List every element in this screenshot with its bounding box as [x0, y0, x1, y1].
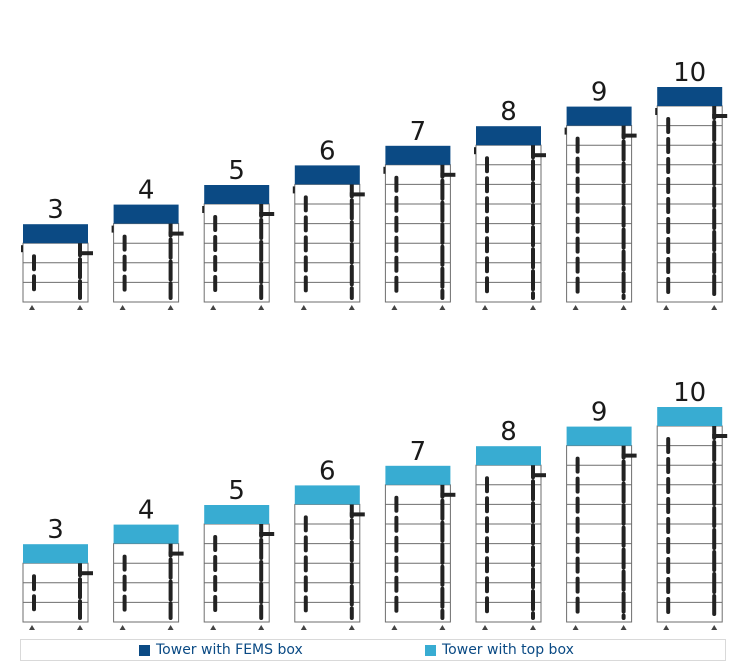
legend: Tower with FEMS box Tower with top box [20, 639, 726, 661]
tower-fems-8: 8 [474, 97, 546, 310]
tower-fems-5: 5 [202, 156, 275, 310]
legend-label-fems: Tower with FEMS box [156, 642, 303, 658]
tower-fems-3: 3 [21, 195, 93, 310]
tower-label: 6 [319, 136, 336, 166]
top-box [294, 485, 360, 505]
tower-foot [29, 625, 35, 630]
tower-foot [620, 305, 627, 310]
top-box [23, 544, 88, 564]
tower-top-8: 8 [475, 417, 546, 630]
legend-swatch-top [425, 644, 436, 656]
tower-label: 9 [591, 78, 608, 108]
tower-foot [348, 305, 355, 310]
top-box [113, 524, 179, 544]
tower-top-10: 10 [656, 378, 728, 630]
tower-foot [711, 305, 718, 310]
tower-foot [439, 625, 446, 630]
tower-foot [258, 625, 265, 630]
tower-foot [663, 305, 670, 310]
tower-foot [167, 625, 174, 630]
tower-foot [258, 305, 265, 310]
fems-box [113, 204, 179, 224]
tower-foot [119, 305, 126, 310]
top-box [204, 505, 270, 524]
tower-label: 5 [228, 156, 245, 186]
tower-foot [348, 625, 355, 630]
tower-label: 9 [591, 398, 608, 428]
tower-label: 10 [673, 58, 706, 88]
tower-label: 3 [47, 195, 64, 225]
tower-foot [210, 625, 217, 630]
tower-foot [300, 625, 307, 630]
tower-foot [572, 625, 579, 630]
tower-foot [77, 305, 83, 310]
tower-label: 4 [138, 176, 155, 206]
tower-frame [22, 242, 89, 303]
fems-box [566, 106, 632, 126]
tower-foot [530, 625, 536, 630]
fems-box [23, 224, 88, 244]
legend-swatch-fems [139, 644, 150, 656]
fems-box [385, 145, 451, 165]
tower-label: 10 [673, 378, 706, 408]
tower-frame [22, 562, 89, 623]
tower-label: 8 [500, 97, 517, 127]
top-box [385, 465, 451, 485]
fems-box [294, 165, 360, 185]
tower-foot [530, 305, 536, 310]
tower-foot [77, 625, 83, 630]
tower-foot [711, 625, 718, 630]
tower-foot [663, 625, 670, 630]
tower-foot [300, 305, 307, 310]
tower-foot [482, 625, 488, 630]
tower-label: 3 [47, 515, 64, 545]
tower-foot [119, 625, 126, 630]
tower-foot [29, 305, 35, 310]
tower-foot [620, 625, 627, 630]
tower-fems-10: 10 [655, 58, 728, 310]
tower-fems-9: 9 [564, 78, 637, 310]
tower-foot [167, 305, 174, 310]
tower-foot [482, 305, 488, 310]
tower-top-6: 6 [294, 456, 365, 630]
tower-label: 7 [410, 117, 427, 147]
tower-top-4: 4 [113, 496, 184, 630]
legend-label-top: Tower with top box [442, 642, 574, 658]
tower-label: 6 [319, 456, 336, 486]
tower-fems-4: 4 [111, 176, 184, 310]
top-box [657, 407, 723, 426]
tower-fems-6: 6 [292, 136, 365, 310]
tower-top-3: 3 [22, 515, 93, 630]
legend-item-fems: Tower with FEMS box [139, 642, 303, 658]
tower-foot [391, 305, 398, 310]
tower-top-9: 9 [566, 398, 637, 630]
tower-label: 4 [138, 496, 155, 526]
tower-label: 7 [410, 437, 427, 467]
top-box [566, 426, 632, 446]
tower-fems-7: 7 [383, 117, 456, 310]
top-box [476, 446, 541, 466]
tower-top-5: 5 [203, 476, 275, 630]
tower-label: 8 [500, 417, 517, 447]
tower-foot [210, 305, 217, 310]
tower-label: 5 [228, 476, 245, 506]
tower-foot [572, 305, 579, 310]
tower-top-7: 7 [384, 437, 456, 630]
tower-foot [391, 625, 398, 630]
fems-box [657, 87, 723, 106]
legend-item-top: Tower with top box [425, 642, 574, 658]
tower-foot [439, 305, 446, 310]
fems-box [204, 185, 270, 204]
fems-box [476, 126, 541, 146]
